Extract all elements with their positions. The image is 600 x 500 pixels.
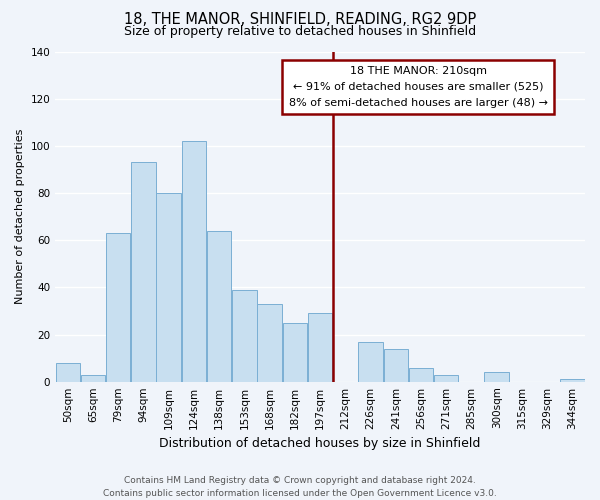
Bar	[232, 290, 257, 382]
Bar	[131, 162, 156, 382]
X-axis label: Distribution of detached houses by size in Shinfield: Distribution of detached houses by size …	[160, 437, 481, 450]
Text: Size of property relative to detached houses in Shinfield: Size of property relative to detached ho…	[124, 25, 476, 38]
Bar	[434, 374, 458, 382]
Bar	[308, 314, 332, 382]
Bar	[283, 322, 307, 382]
Text: Contains HM Land Registry data © Crown copyright and database right 2024.
Contai: Contains HM Land Registry data © Crown c…	[103, 476, 497, 498]
Bar	[484, 372, 509, 382]
Bar	[81, 374, 105, 382]
Bar	[409, 368, 433, 382]
Bar	[56, 363, 80, 382]
Bar	[106, 233, 130, 382]
Bar	[157, 193, 181, 382]
Bar	[560, 380, 584, 382]
Bar	[358, 342, 383, 382]
Bar	[207, 230, 232, 382]
Y-axis label: Number of detached properties: Number of detached properties	[15, 129, 25, 304]
Bar	[383, 348, 408, 382]
Text: 18 THE MANOR: 210sqm
← 91% of detached houses are smaller (525)
8% of semi-detac: 18 THE MANOR: 210sqm ← 91% of detached h…	[289, 66, 548, 108]
Text: 18, THE MANOR, SHINFIELD, READING, RG2 9DP: 18, THE MANOR, SHINFIELD, READING, RG2 9…	[124, 12, 476, 28]
Bar	[182, 141, 206, 382]
Bar	[257, 304, 282, 382]
